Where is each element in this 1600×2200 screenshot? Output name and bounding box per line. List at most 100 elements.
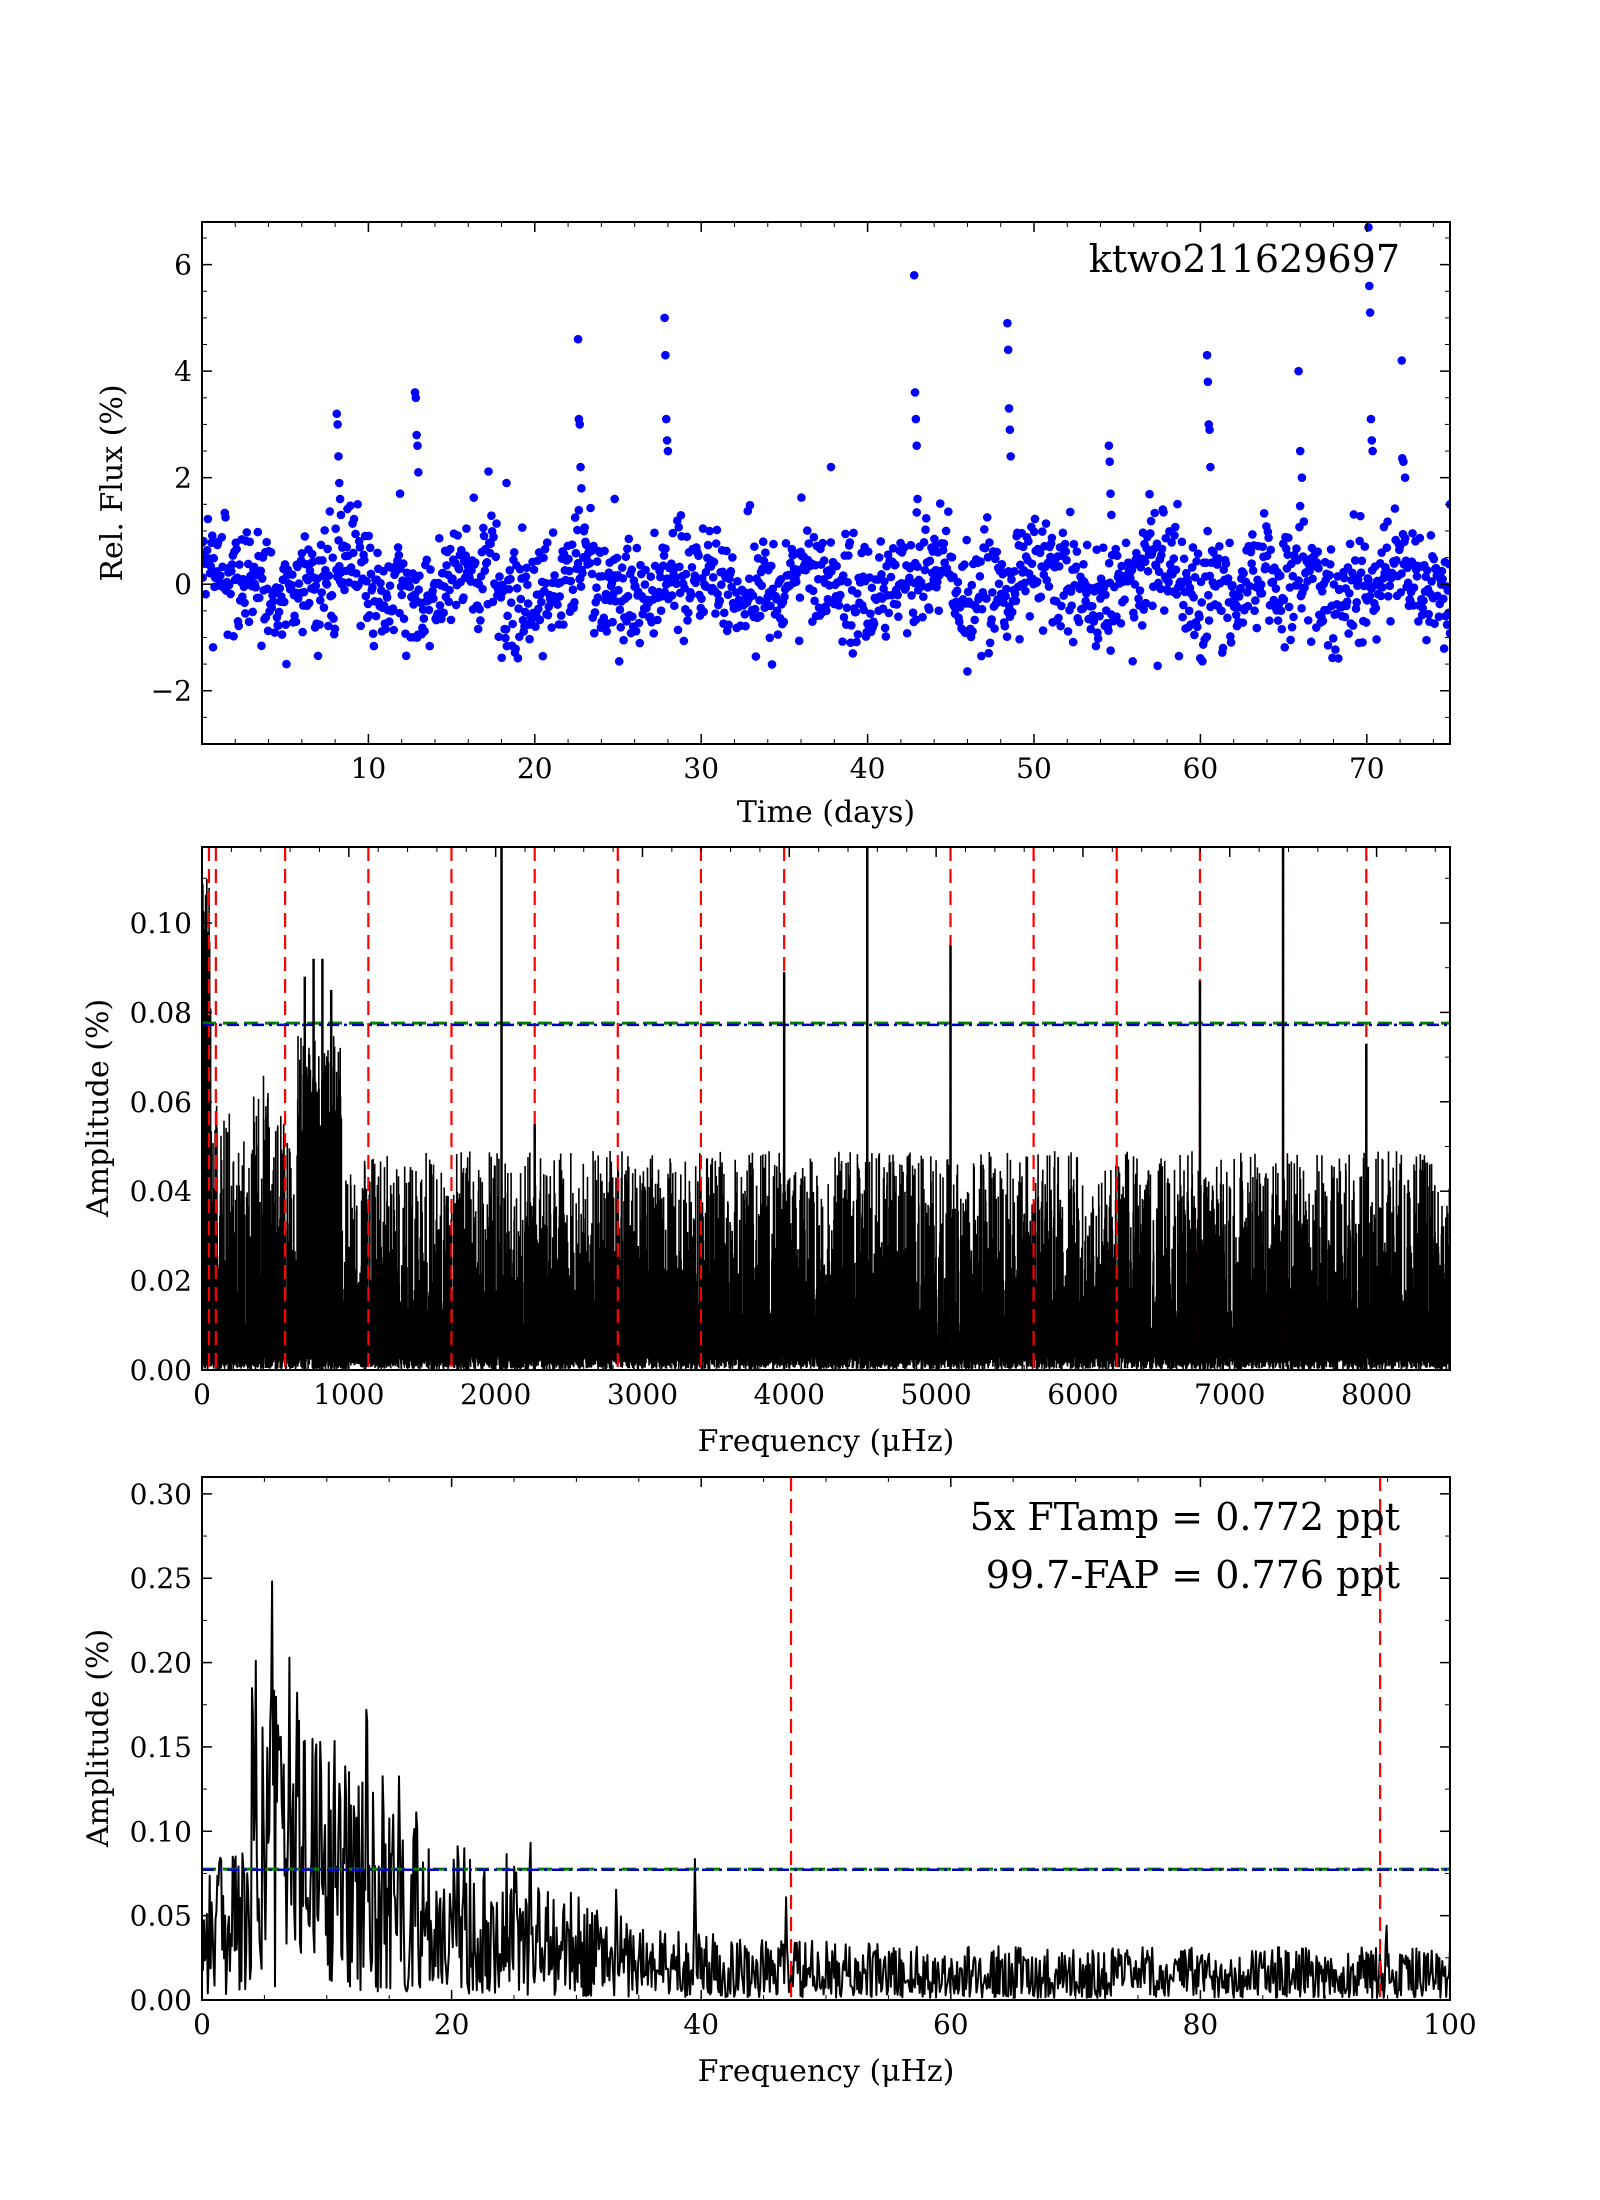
flux-point (908, 608, 918, 617)
flux-point (209, 553, 219, 563)
flux-point (1072, 547, 1082, 556)
flux-point (1062, 555, 1071, 565)
flux-point (1071, 562, 1081, 571)
full-spectrum-panel: 0 1000 2000 3000 4000 5000 6000 7000 8000 0.00 0.0… (81, 846, 1451, 1459)
flux-point (564, 566, 574, 576)
flux-point (576, 582, 586, 591)
flux-point (495, 572, 504, 581)
flux-point (836, 590, 845, 600)
flux-point (682, 532, 692, 542)
flux-point (1041, 519, 1051, 528)
flux-point (217, 532, 227, 542)
flux-point (985, 538, 994, 547)
zoom-spectrum-frame (201, 1476, 1451, 2001)
flux-point (349, 514, 359, 524)
flux-point (1357, 556, 1367, 566)
flux-point (254, 593, 264, 603)
flux-point (624, 534, 634, 544)
flux-point (1148, 601, 1157, 611)
flux-point (1206, 462, 1215, 472)
flux-point (202, 536, 208, 546)
flux-point (1306, 637, 1316, 647)
flux-point (1141, 598, 1151, 608)
flux-point (564, 554, 573, 564)
zoom-spectrum-ylabel: Amplitude (%) (81, 1629, 116, 1848)
flux-point (509, 548, 519, 557)
flux-point (505, 566, 515, 575)
flux-point (1091, 641, 1101, 651)
flux-point (1268, 577, 1278, 587)
flux-point (690, 571, 700, 580)
flux-point (412, 430, 421, 440)
flux-point (506, 574, 515, 584)
flux-point (1295, 501, 1305, 511)
flux-point (672, 579, 681, 589)
flux-point (667, 591, 677, 600)
flux-point (847, 621, 856, 630)
flux-point (818, 538, 827, 548)
flux-point (1047, 533, 1057, 543)
flux-point (602, 627, 612, 636)
flux-point (1024, 536, 1033, 546)
flux-point (1350, 556, 1360, 565)
flux-point (227, 560, 237, 569)
flux-point (369, 641, 379, 651)
flux-point (1422, 635, 1431, 645)
flux-point (1011, 596, 1021, 606)
flux-point (930, 541, 940, 550)
flux-point (810, 596, 819, 606)
flux-point (1137, 621, 1147, 630)
flux-point (941, 526, 951, 536)
flux-point (676, 510, 686, 520)
flux-point (1245, 581, 1254, 591)
flux-point (1365, 308, 1375, 317)
flux-point (1303, 616, 1313, 625)
y-tick-label: 0.00 (130, 1984, 192, 2017)
x-tick-label: 6000 (1047, 1378, 1118, 1411)
flux-point (395, 489, 405, 498)
flux-point (1003, 318, 1012, 328)
flux-point (628, 612, 637, 621)
flux-point (938, 545, 948, 555)
flux-point (329, 614, 338, 623)
flux-point (619, 635, 628, 645)
flux-point (1233, 602, 1243, 612)
flux-point (1170, 522, 1180, 532)
flux-point (768, 584, 778, 594)
flux-point (1360, 542, 1370, 551)
flux-point (1221, 559, 1231, 568)
flux-point (632, 543, 642, 553)
flux-point (1066, 587, 1076, 596)
flux-point (426, 565, 435, 574)
flux-point (1417, 610, 1427, 620)
y-tick-label: 0.02 (130, 1265, 192, 1298)
flux-point (556, 611, 566, 620)
flux-point (1195, 612, 1204, 622)
flux-point (1348, 621, 1358, 630)
flux-point (1067, 601, 1077, 610)
flux-point (697, 594, 706, 603)
flux-point (918, 612, 927, 622)
flux-point (419, 614, 429, 623)
flux-point (414, 468, 423, 477)
flux-point (577, 484, 586, 493)
flux-point (781, 539, 791, 548)
flux-point (351, 529, 360, 539)
flux-point (787, 544, 797, 554)
flux-point (962, 535, 971, 545)
flux-point (351, 569, 361, 578)
flux-point (320, 526, 329, 535)
flux-point (1236, 583, 1245, 593)
flux-point (1223, 574, 1233, 583)
flux-point (1344, 629, 1353, 638)
flux-point (1035, 548, 1045, 558)
flux-point (221, 513, 230, 522)
flux-point (446, 615, 456, 625)
flux-point (1002, 584, 1011, 594)
flux-point (1172, 590, 1182, 599)
flux-point (838, 571, 848, 580)
flux-point (1383, 591, 1393, 601)
flux-point (1376, 591, 1386, 601)
flux-point (516, 594, 526, 604)
